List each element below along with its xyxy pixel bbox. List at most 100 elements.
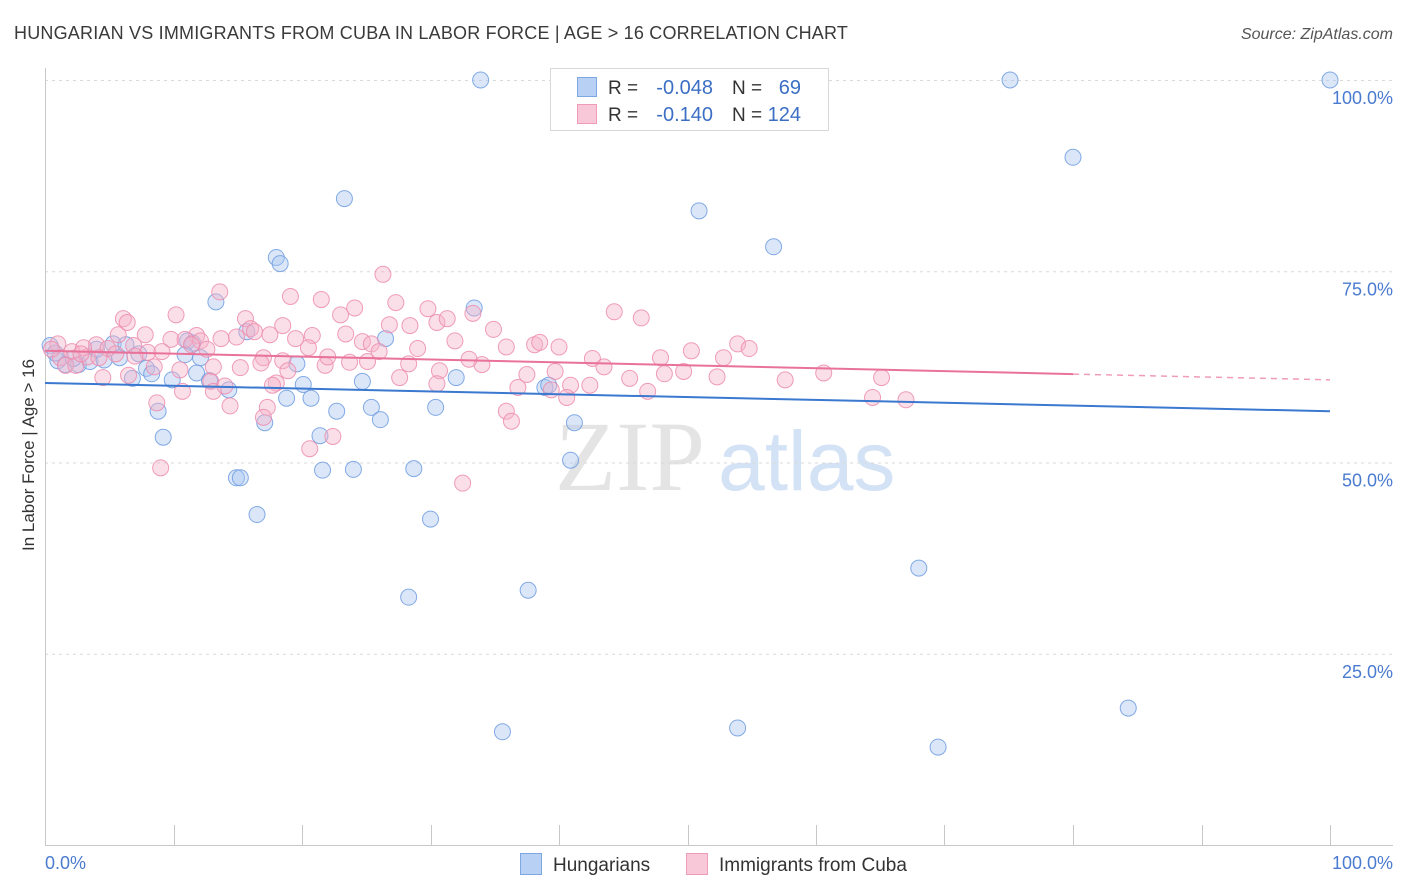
hungarians-point xyxy=(353,372,371,390)
legend-label-cuba: Immigrants from Cuba xyxy=(719,855,907,876)
cuba-point xyxy=(274,317,292,335)
hungarians-point xyxy=(765,238,783,256)
cuba-point xyxy=(337,325,355,343)
hungarians-point xyxy=(344,460,362,478)
cuba-point xyxy=(182,336,200,354)
hungarians-point xyxy=(328,402,346,420)
y-tick-label-100: 100.0% xyxy=(1332,88,1393,108)
cuba-point xyxy=(558,388,576,406)
cuba-point xyxy=(518,366,536,384)
hungarians-point xyxy=(690,202,708,220)
cuba-point xyxy=(391,369,409,387)
cuba-point xyxy=(312,291,330,309)
chart-title: HUNGARIAN VS IMMIGRANTS FROM CUBA IN LAB… xyxy=(14,23,848,43)
stats-n-label-cuba: N = xyxy=(732,105,762,126)
legend-swatch-hungarians xyxy=(520,853,542,875)
cuba-point xyxy=(897,391,915,409)
hungarians-point xyxy=(302,389,320,407)
cuba-point xyxy=(72,345,90,363)
cuba-point xyxy=(281,287,299,305)
legend-swatch-cuba xyxy=(686,853,708,875)
cuba-point xyxy=(171,361,189,379)
cuba-point xyxy=(714,349,732,367)
hungarians-point xyxy=(154,428,172,446)
cuba-point xyxy=(581,376,599,394)
cuba-point xyxy=(464,304,482,322)
cuba-point xyxy=(245,323,263,341)
cuba-point xyxy=(263,376,281,394)
cuba-point xyxy=(118,314,136,332)
hungarians-point xyxy=(400,588,418,606)
x-tick-marks xyxy=(174,825,1331,845)
stats-n-label-hungarians: N = xyxy=(732,78,762,99)
cuba-point xyxy=(446,332,464,350)
cuba-point xyxy=(864,388,882,406)
hungarians-point xyxy=(227,469,245,487)
cuba-point xyxy=(299,339,317,357)
cuba-point xyxy=(231,359,249,377)
stats-n-value-cuba: 124 xyxy=(768,104,801,126)
stats-r-label-hungarians: R = xyxy=(608,78,638,99)
hungarians-point xyxy=(188,364,206,382)
hungarians-point xyxy=(314,461,332,479)
cuba-point xyxy=(682,342,700,360)
cuba-point xyxy=(167,306,185,324)
hungarians-point xyxy=(465,299,483,317)
hungarians-point xyxy=(271,255,289,273)
cuba-point xyxy=(401,317,419,335)
cuba-point xyxy=(236,310,254,328)
stats-legend: R = -0.048 N = 69 R = -0.140 N = 124 xyxy=(550,68,829,131)
cuba-point xyxy=(605,303,623,321)
cuba-point xyxy=(387,294,405,312)
cuba-point xyxy=(162,330,180,348)
cuba-point xyxy=(546,362,564,380)
hungarians-point xyxy=(231,469,249,487)
watermark-atlas: atlas xyxy=(718,414,895,508)
y-tick-label-75: 75.0% xyxy=(1342,279,1393,299)
cuba-point xyxy=(484,320,502,338)
cuba-point xyxy=(428,375,446,393)
hungarians-point xyxy=(493,723,511,741)
cuba-point xyxy=(145,358,163,376)
hungarians-point xyxy=(1321,71,1339,89)
cuba-point xyxy=(428,314,446,332)
hungarians-point xyxy=(248,506,266,524)
cuba-point xyxy=(287,330,305,348)
hungarians-point xyxy=(929,738,947,756)
cuba-point xyxy=(109,326,127,344)
hungarians-point xyxy=(335,190,353,208)
cuba-point xyxy=(740,340,758,358)
cuba-point xyxy=(204,358,222,376)
x-tick-label-min: 0.0% xyxy=(45,853,86,873)
hungarians-point xyxy=(149,402,167,420)
hungarians-point xyxy=(1119,699,1137,717)
watermark-zip: ZIP xyxy=(555,401,705,512)
hungarians-point xyxy=(562,451,580,469)
hungarians-point xyxy=(143,365,161,383)
cuba-point xyxy=(621,369,639,387)
cuba-point xyxy=(454,474,472,492)
hungarians-point xyxy=(447,369,465,387)
cuba-point xyxy=(380,316,398,334)
cuba-point xyxy=(211,283,229,301)
trend-lines xyxy=(44,349,1331,413)
cuba-point xyxy=(148,394,166,412)
cuba-point xyxy=(261,326,279,344)
stats-r-value-cuba: -0.140 xyxy=(656,104,713,126)
cuba-point xyxy=(212,330,230,348)
cuba-point xyxy=(42,340,60,358)
hungarians-point xyxy=(200,372,218,390)
series-legend: Hungarians Immigrants from Cuba xyxy=(520,853,907,876)
cuba-point xyxy=(632,309,650,327)
hungarians-point xyxy=(472,71,490,89)
cuba-trend-line-projection xyxy=(1072,373,1331,381)
cuba-point xyxy=(509,379,527,397)
cuba-point xyxy=(497,402,515,420)
cuba-point xyxy=(374,265,392,283)
cuba-point xyxy=(652,349,670,367)
hungarians-point xyxy=(565,414,583,432)
cuba-point xyxy=(409,340,427,358)
scatter-points xyxy=(41,71,1339,756)
y-tick-label-25: 25.0% xyxy=(1342,662,1393,682)
